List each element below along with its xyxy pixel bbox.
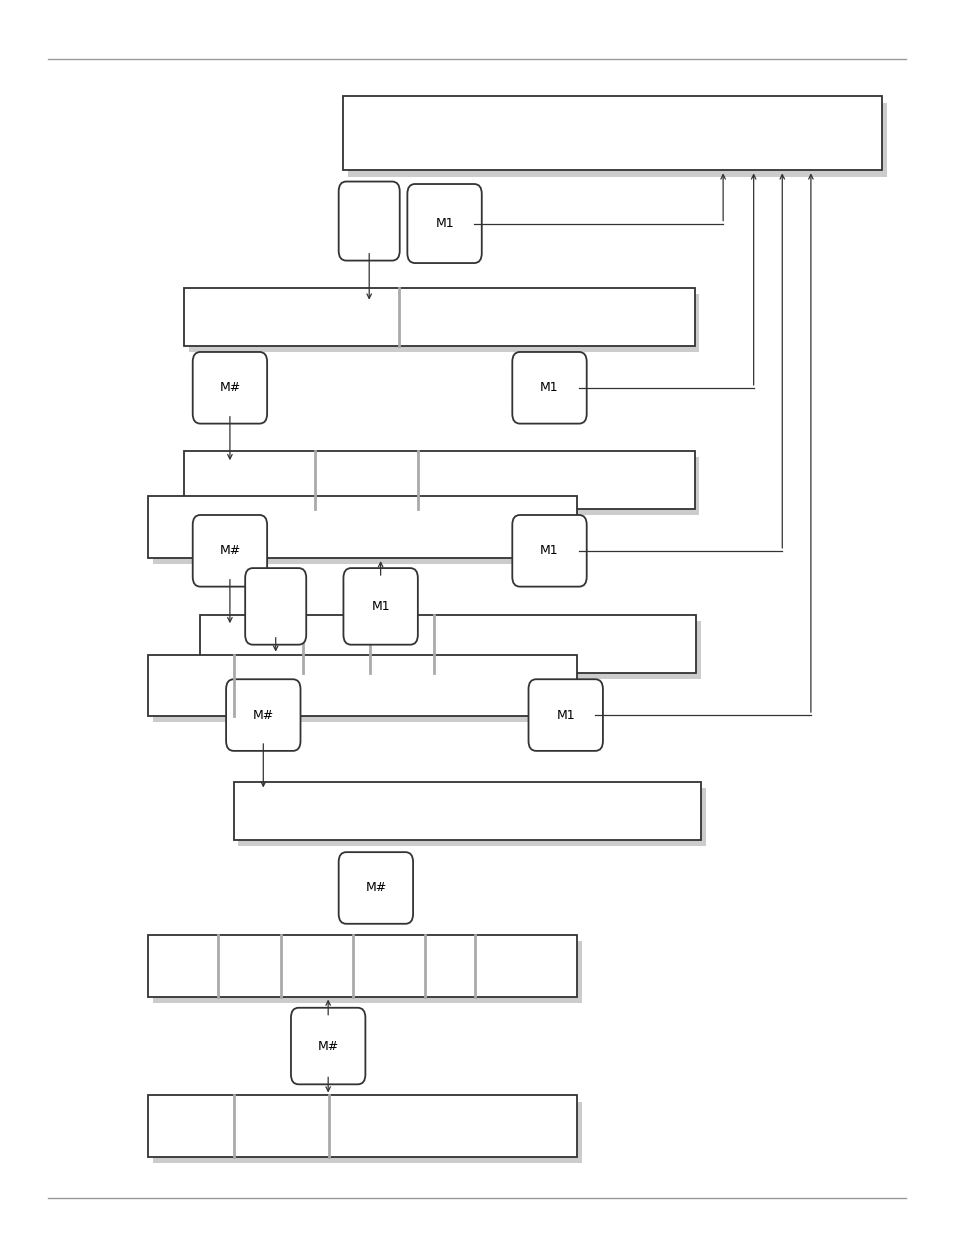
Text: M#: M#	[219, 545, 240, 557]
Text: M#: M#	[317, 1040, 338, 1052]
FancyBboxPatch shape	[226, 679, 300, 751]
FancyBboxPatch shape	[193, 515, 267, 587]
FancyBboxPatch shape	[189, 294, 699, 352]
FancyBboxPatch shape	[343, 568, 417, 645]
Text: M1: M1	[556, 709, 575, 721]
FancyBboxPatch shape	[528, 679, 602, 751]
Text: M1: M1	[539, 545, 558, 557]
FancyBboxPatch shape	[343, 96, 882, 170]
Text: M1: M1	[539, 382, 558, 394]
FancyBboxPatch shape	[148, 655, 577, 716]
FancyBboxPatch shape	[348, 103, 886, 177]
FancyBboxPatch shape	[200, 615, 696, 673]
FancyBboxPatch shape	[152, 1102, 581, 1163]
FancyBboxPatch shape	[238, 788, 705, 846]
FancyBboxPatch shape	[193, 352, 267, 424]
Text: M1: M1	[435, 217, 454, 230]
FancyBboxPatch shape	[148, 935, 577, 997]
FancyBboxPatch shape	[184, 288, 694, 346]
FancyBboxPatch shape	[338, 852, 413, 924]
FancyBboxPatch shape	[152, 503, 581, 564]
Text: M1: M1	[371, 600, 390, 613]
Text: M#: M#	[253, 709, 274, 721]
FancyBboxPatch shape	[148, 1095, 577, 1157]
FancyBboxPatch shape	[205, 621, 700, 679]
FancyBboxPatch shape	[338, 182, 399, 261]
FancyBboxPatch shape	[152, 941, 581, 1003]
FancyBboxPatch shape	[184, 451, 694, 509]
Text: M#: M#	[365, 882, 386, 894]
Text: M#: M#	[219, 382, 240, 394]
FancyBboxPatch shape	[152, 661, 581, 722]
FancyBboxPatch shape	[407, 184, 481, 263]
FancyBboxPatch shape	[291, 1008, 365, 1084]
FancyBboxPatch shape	[245, 568, 306, 645]
FancyBboxPatch shape	[148, 496, 577, 558]
FancyBboxPatch shape	[512, 352, 586, 424]
FancyBboxPatch shape	[233, 782, 700, 840]
FancyBboxPatch shape	[512, 515, 586, 587]
FancyBboxPatch shape	[189, 457, 699, 515]
